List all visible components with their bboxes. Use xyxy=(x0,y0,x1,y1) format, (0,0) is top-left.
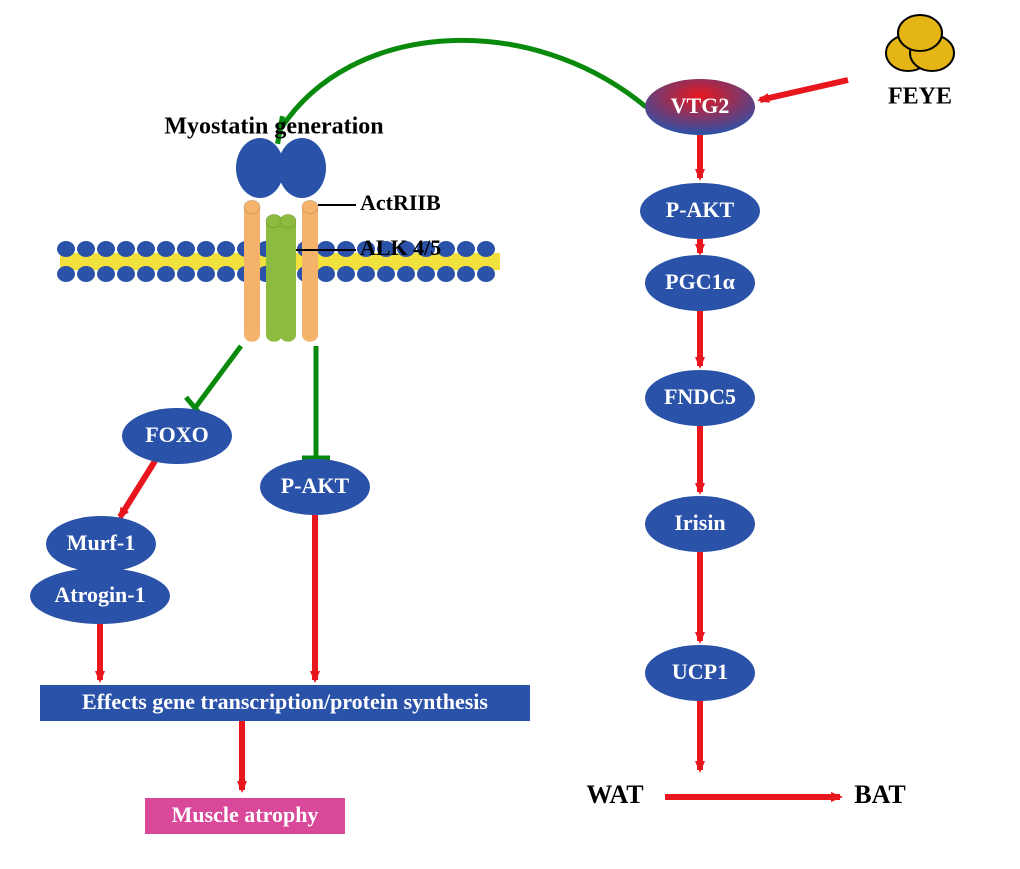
feye-icon xyxy=(886,15,954,71)
ligand-left xyxy=(236,138,284,198)
inhibit-1 xyxy=(195,346,241,408)
node-fndc5-label: FNDC5 xyxy=(664,384,736,409)
node-vtg2-label: VTG2 xyxy=(671,93,730,118)
wat-label: WAT xyxy=(586,780,643,809)
myostatin-title: Myostatin generation xyxy=(164,114,383,140)
node-foxo-label: FOXO xyxy=(145,422,209,447)
arrow-7 xyxy=(760,80,848,100)
node-pgc1a-label: PGC1α xyxy=(665,269,735,294)
atrophy-label: Muscle atrophy xyxy=(172,802,319,827)
effects-label: Effects gene transcription/protein synth… xyxy=(82,689,488,714)
alk-label: ALK 4/5 xyxy=(360,235,441,260)
actr-label: ActRIIB xyxy=(360,190,441,215)
node-paktL-label: P-AKT xyxy=(281,473,350,498)
arrow-9 xyxy=(120,461,155,517)
bat-label: BAT xyxy=(854,780,906,809)
node-murf1-label: Murf-1 xyxy=(67,530,135,555)
node-ucp1-label: UCP1 xyxy=(672,659,728,684)
node-pakt-label: P-AKT xyxy=(666,197,735,222)
node-irisin-label: Irisin xyxy=(674,510,725,535)
feye-label: FEYE xyxy=(888,84,952,110)
node-atrogin-label: Atrogin-1 xyxy=(54,582,145,607)
ligand-right xyxy=(278,138,326,198)
